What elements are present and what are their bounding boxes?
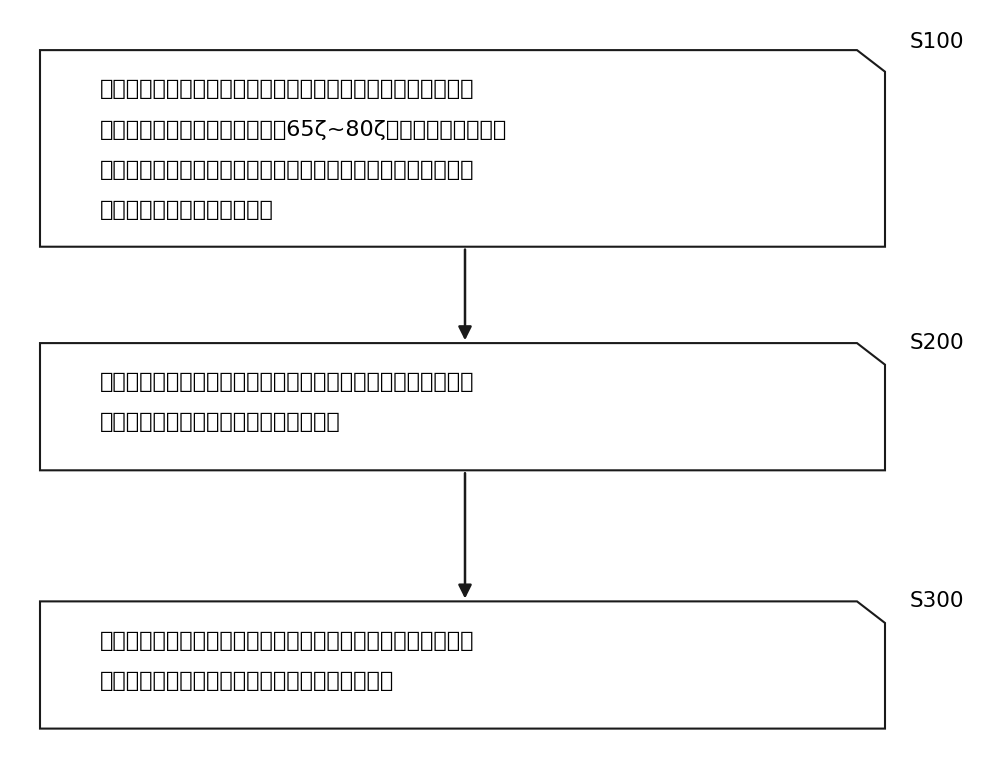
Text: 酸盐发生自由基共聚反应所得: 酸盐发生自由基共聚反应所得	[100, 200, 274, 220]
Text: 将所述线性预聚物溶液与全氟磺酸树脂分散液及混合多元醇按预: 将所述线性预聚物溶液与全氟磺酸树脂分散液及混合多元醇按预	[100, 372, 475, 392]
Text: 件下加入引发剂后引发所述混合溶液内的二元烯烃胺与乙烯基磺: 件下加入引发剂后引发所述混合溶液内的二元烯烃胺与乙烯基磺	[100, 160, 475, 180]
Text: S300: S300	[910, 591, 964, 611]
Polygon shape	[40, 601, 885, 729]
Text: 设比例进行混合反应，以得到聚合物浆料: 设比例进行混合反应，以得到聚合物浆料	[100, 412, 341, 433]
Text: 将所述聚合物浆料涂覆成膜，并对涂覆形成的膜进行干燥、固化: 将所述聚合物浆料涂覆成膜，并对涂覆形成的膜进行干燥、固化	[100, 631, 475, 651]
Polygon shape	[40, 343, 885, 470]
Text: S200: S200	[910, 333, 965, 353]
Text: 基磺酸盐及水溶剂的混合溶液在65ζ~80ζ的反应温度及氮气条: 基磺酸盐及水溶剂的混合溶液在65ζ~80ζ的反应温度及氮气条	[100, 120, 507, 140]
Text: 成型，以得到具有交联互穿网络结构的质子交换膜: 成型，以得到具有交联互穿网络结构的质子交换膜	[100, 671, 394, 691]
Text: 制备线性预聚物溶液；所述线性预聚物溶液由二元烯烃胺、乙烯: 制备线性预聚物溶液；所述线性预聚物溶液由二元烯烃胺、乙烯	[100, 79, 475, 99]
Polygon shape	[40, 50, 885, 247]
Text: S100: S100	[910, 32, 964, 52]
